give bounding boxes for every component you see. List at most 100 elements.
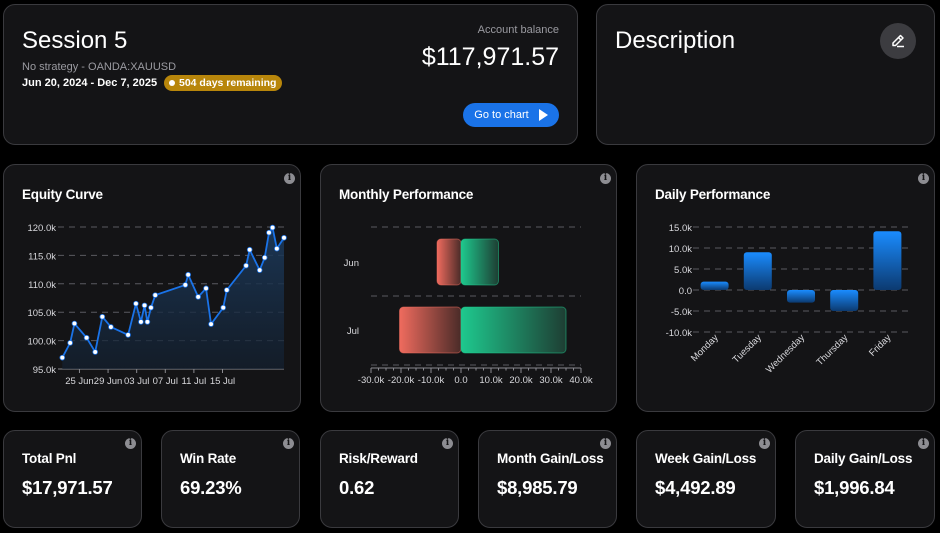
daily-bar <box>873 231 902 290</box>
equity-point <box>59 354 66 361</box>
equity-area <box>62 227 284 369</box>
x-tick-label: 15 Jul <box>210 376 235 387</box>
y-tick-label: 115.0k <box>28 251 56 262</box>
balance-label: Account balance <box>477 24 559 36</box>
y-tick-label: 120.0k <box>27 223 56 234</box>
stat-label: Month Gain/Loss <box>497 451 604 466</box>
x-tick-label: Wednesday <box>764 332 807 375</box>
x-tick-label: 30.0k <box>539 375 562 386</box>
x-tick-label: 20.0k <box>509 375 532 386</box>
x-tick-label: -20.0k <box>388 375 415 386</box>
stat-label: Daily Gain/Loss <box>814 451 913 466</box>
stat-card-month-gain-loss: i Month Gain/Loss $8,985.79 <box>478 430 617 528</box>
monthly-performance-chart: -30.0k -20.0k -10.0k 0.0 10.0k 20.0k 30.0k 40.0… <box>344 226 593 386</box>
equity-point <box>281 234 287 241</box>
equity-point <box>182 282 189 288</box>
y-tick-label: 10.0k <box>669 244 692 255</box>
equity-curve-title: Equity Curve <box>22 187 103 202</box>
info-icon[interactable]: i <box>759 438 770 449</box>
equity-point <box>71 320 78 327</box>
x-tick-label: 03 Jul <box>124 376 149 387</box>
info-icon[interactable]: i <box>918 173 929 184</box>
go-to-chart-button[interactable]: Go to chart <box>463 103 559 127</box>
daily-performance-title: Daily Performance <box>655 187 771 202</box>
gain-bar <box>460 306 567 354</box>
stat-card-daily-gain-loss: i Daily Gain/Loss $1,996.84 <box>795 430 935 528</box>
equity-point <box>203 285 209 292</box>
y-tick-label: -5.0k <box>671 307 692 318</box>
balance-value: $117,971.57 <box>421 43 559 71</box>
daily-bar <box>743 252 772 290</box>
info-icon[interactable]: i <box>600 438 611 449</box>
equity-point <box>243 262 249 269</box>
days-remaining-text: 504 days remaining <box>179 77 277 89</box>
x-tick-label: Friday <box>867 332 894 359</box>
session-card: Session 5 No strategy - OANDA:XAUUSD Jun… <box>3 4 578 145</box>
dot-icon <box>169 80 175 86</box>
stat-card-total-pnl: i Total Pnl $17,971.57 <box>3 430 142 528</box>
equity-point <box>141 302 148 309</box>
x-tick-label: 25 Jun <box>65 376 94 387</box>
info-icon[interactable]: i <box>284 173 295 184</box>
stat-label: Win Rate <box>180 451 237 466</box>
session-subtitle: No strategy - OANDA:XAUUSD <box>22 61 177 73</box>
equity-point <box>99 313 106 320</box>
info-icon[interactable]: i <box>918 438 929 449</box>
x-tick-label: 07 Jul <box>153 376 178 387</box>
y-tick-label: -10.0k <box>666 328 693 339</box>
equity-point <box>223 287 230 293</box>
equity-point <box>274 245 280 252</box>
stat-label: Week Gain/Loss <box>655 451 757 466</box>
equity-point <box>133 300 139 307</box>
edit-description-button[interactable] <box>880 23 916 59</box>
loss-bar <box>399 306 462 354</box>
equity-point <box>256 267 263 273</box>
x-tick-label: Tuesday <box>731 332 764 365</box>
info-icon[interactable]: i <box>125 438 136 449</box>
y-tick-label: 0.0 <box>679 286 692 297</box>
info-icon[interactable]: i <box>283 438 294 449</box>
equity-point <box>208 321 214 327</box>
x-tick-label: -10.0k <box>418 375 445 386</box>
x-tick-label: 0.0 <box>454 375 467 386</box>
date-range: Jun 20, 2024 - Dec 7, 2025 <box>22 77 158 89</box>
daily-bar <box>787 290 815 303</box>
y-tick-label: Jul <box>347 326 359 337</box>
x-tick-label: 40.0k <box>569 375 592 386</box>
y-tick-label: 95.0k <box>33 365 56 376</box>
x-tick-label: Monday <box>689 332 721 364</box>
stat-label: Risk/Reward <box>339 451 418 466</box>
equity-point <box>220 304 227 311</box>
y-tick-label: 105.0k <box>27 308 56 319</box>
info-icon[interactable]: i <box>600 173 611 184</box>
stat-card-risk-reward: i Risk/Reward 0.62 <box>320 430 459 528</box>
equity-point <box>195 294 201 300</box>
description-title: Description <box>615 27 736 54</box>
x-tick-label: 10.0k <box>479 375 502 386</box>
equity-curve-chart: 95.0k 100.0k 105.0k 110.0k 115.0k 120.0k 25 Ju… <box>27 223 287 387</box>
stat-card-win-rate: i Win Rate 69.23% <box>161 430 300 528</box>
stat-value: $4,492.89 <box>655 477 736 498</box>
y-tick-label: 100.0k <box>27 337 56 348</box>
session-title: Session 5 <box>22 27 128 54</box>
stat-value: 69.23% <box>180 477 242 498</box>
equity-point <box>92 349 98 355</box>
description-card: Description <box>596 4 935 145</box>
monthly-performance-card: Monthly Performance i -30.0k -20.0k -10.0k… <box>320 164 617 412</box>
stat-label: Total Pnl <box>22 451 77 466</box>
equity-point <box>138 319 144 325</box>
daily-bar <box>830 290 859 311</box>
stat-value: $8,985.79 <box>497 477 578 498</box>
stat-value: 0.62 <box>339 477 375 498</box>
y-tick-label: 15.0k <box>669 223 692 234</box>
equity-point <box>269 224 276 231</box>
equity-point <box>83 334 90 341</box>
equity-point <box>144 319 151 325</box>
daily-performance-card: Daily Performance i -10.0k -5.0k 0.0 5.0k 10… <box>636 164 935 412</box>
x-tick-label: 11 Jul <box>182 376 207 387</box>
equity-point <box>246 246 253 253</box>
stat-value: $1,996.84 <box>814 477 895 498</box>
info-icon[interactable]: i <box>442 438 453 449</box>
go-to-chart-label: Go to chart <box>474 109 529 121</box>
equity-point <box>261 254 268 261</box>
